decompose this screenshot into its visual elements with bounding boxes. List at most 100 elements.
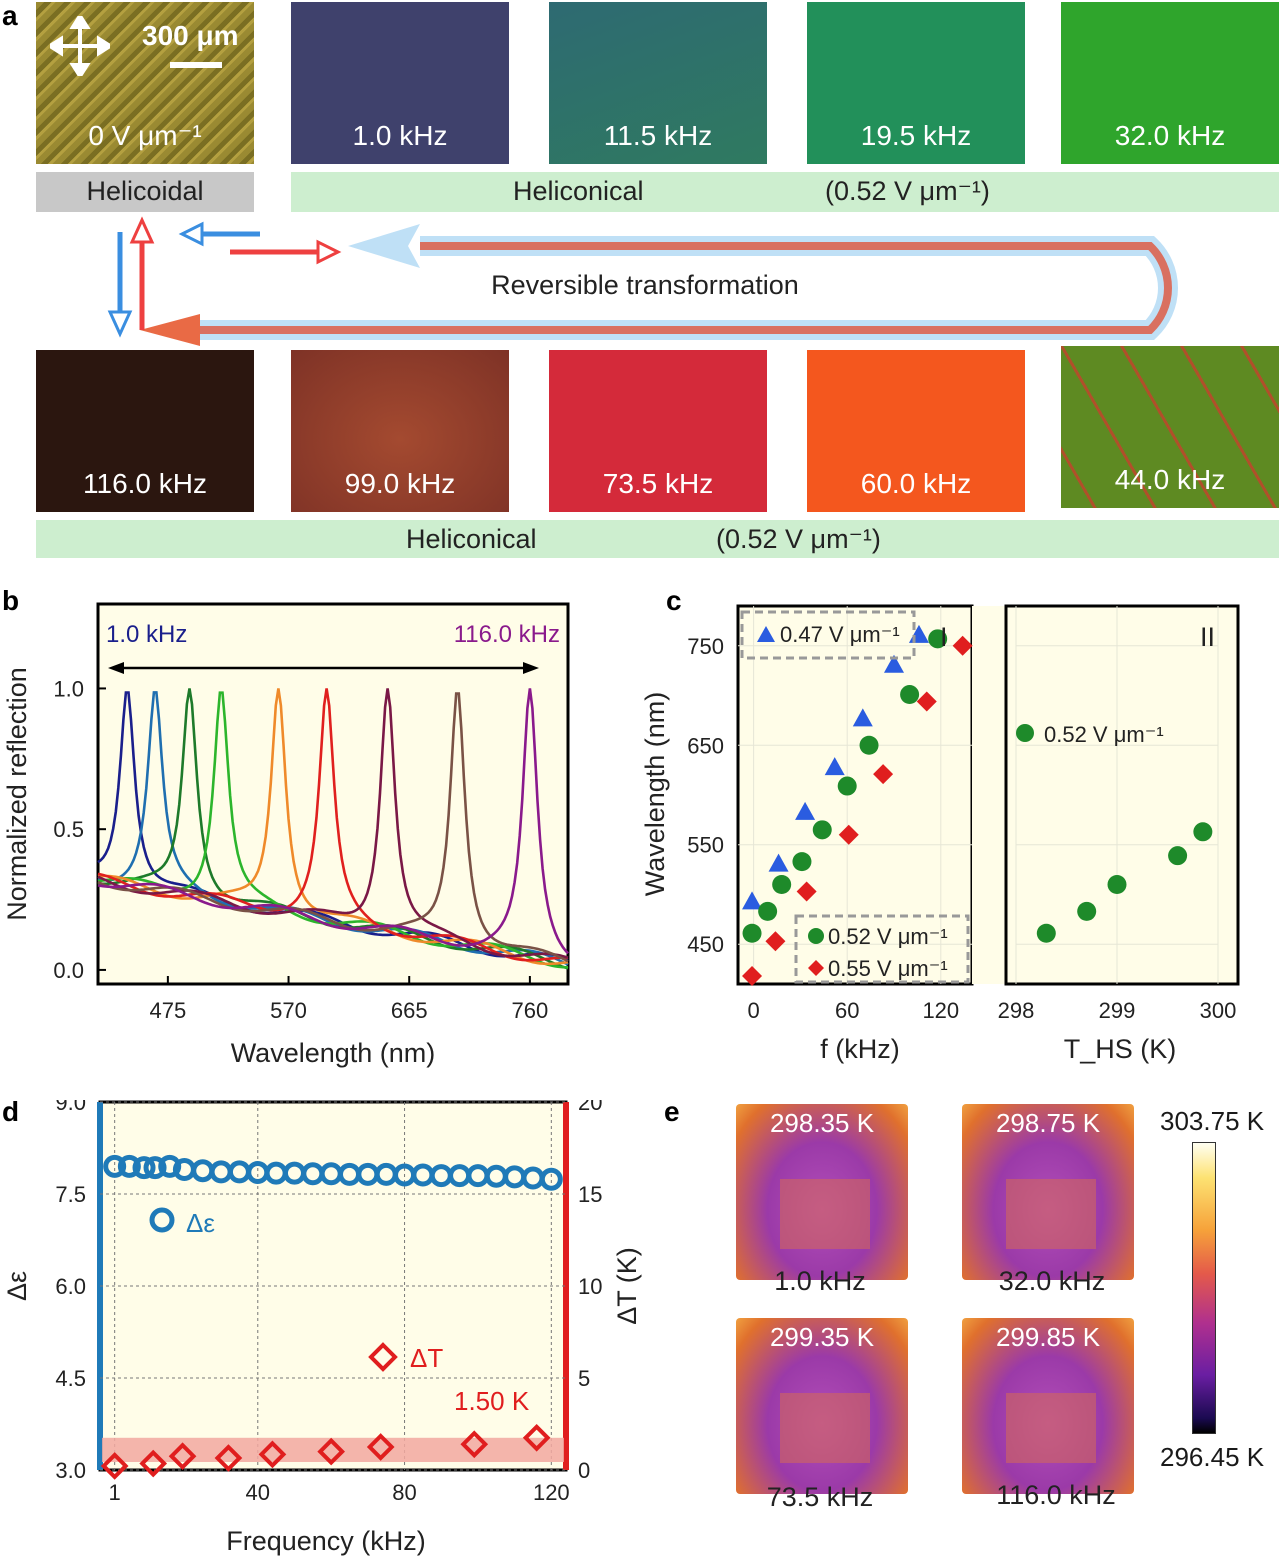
data-point: [742, 923, 762, 943]
band-heliconical-bottom: Heliconical (0.52 V μm⁻¹): [36, 520, 1279, 558]
data-point: [859, 735, 879, 755]
panel-letter-e: e: [664, 1096, 680, 1127]
micrograph-label: 1.0 kHz: [352, 120, 448, 151]
x-tick-label: 665: [391, 998, 428, 1023]
y-axis-title: Normalized reflection: [2, 667, 32, 921]
y-tick-label: 550: [687, 833, 724, 858]
data-point: [884, 654, 904, 673]
panel-letter-b: b: [2, 585, 20, 616]
data-point: [916, 691, 937, 712]
y-tick-label-left: 3.0: [55, 1458, 86, 1483]
x-tick-label: 570: [270, 998, 307, 1023]
band-field: (0.52 V μm⁻¹): [825, 176, 990, 206]
data-point: [132, 1156, 156, 1180]
transformation-arrows: Reversible transformation: [107, 216, 1178, 346]
band-label: Heliconical: [513, 176, 644, 206]
data-point: [742, 891, 763, 910]
spectrum-line: [97, 691, 569, 961]
spectrum-line: [97, 688, 569, 955]
thermal-label: 116.0 kHz: [996, 1480, 1116, 1510]
x-tick-label: 299: [1099, 998, 1136, 1023]
scale-bar-label: 300 μm: [142, 20, 239, 51]
y-tick-label-right: 0: [578, 1458, 590, 1483]
data-point: [796, 881, 817, 902]
data-point: [539, 1167, 563, 1191]
data-point: [812, 820, 832, 840]
y-tick-label-right: 20: [578, 1100, 602, 1115]
micrograph-label: 73.5 kHz: [602, 468, 714, 499]
panel-letter-a: a: [2, 0, 18, 31]
x-tick-label: 760: [512, 998, 549, 1023]
thermal-temp: 298.75 K: [995, 1108, 1101, 1138]
band-label: 1.50 K: [454, 1386, 530, 1416]
data-point: [758, 901, 778, 921]
x-tick-label: 60: [835, 998, 859, 1023]
data-point: [838, 824, 859, 845]
thermal-image-1khz: 298.35 K: [736, 1104, 908, 1280]
polarizer-cross-icon: [50, 16, 110, 76]
micrograph-1khz: 1.0 kHz: [291, 2, 509, 164]
data-point: [158, 1154, 182, 1178]
data-point: [1036, 923, 1056, 943]
micrograph-label: 116.0 kHz: [83, 468, 207, 499]
micrograph-11khz: 11.5 kHz: [549, 2, 767, 164]
data-point: [837, 776, 857, 796]
data-point: [792, 852, 812, 872]
thermal-image-32khz: 298.75 K: [962, 1104, 1134, 1280]
data-point: [1168, 846, 1188, 866]
y-tick-label: 750: [687, 634, 724, 659]
micrograph-label: 99.0 kHz: [344, 468, 456, 499]
legend-ii-052: 0.52 V μm⁻¹: [1044, 722, 1164, 747]
x-tick-label: 40: [246, 1480, 270, 1505]
data-point: [1193, 822, 1213, 842]
data-point: [460, 1430, 489, 1459]
data-point: [852, 708, 873, 727]
micrograph-label: 0 V μm⁻¹: [88, 120, 202, 151]
y-tick-label-right: 5: [578, 1366, 590, 1391]
x-tick-label: 1: [109, 1480, 121, 1505]
micrograph-label: 19.5 kHz: [860, 120, 972, 151]
x-axis-title-ii: T_HS (K): [1064, 1034, 1177, 1064]
thermal-label: 73.5 kHz: [766, 1482, 874, 1512]
micrograph-32khz: 32.0 kHz: [1061, 2, 1279, 164]
x-axis-title: Wavelength (nm): [231, 1038, 436, 1068]
annotation-high-freq: 116.0 kHz: [454, 621, 560, 648]
x-tick-label: 300: [1200, 998, 1237, 1023]
band-label: Heliconical: [406, 524, 537, 554]
transformation-label: Reversible transformation: [491, 270, 799, 300]
x-tick-label: 120: [533, 1480, 570, 1505]
region-label-ii: II: [1200, 622, 1215, 652]
data-point: [139, 1449, 168, 1478]
micrograph-116khz: 116.0 kHz: [36, 350, 254, 512]
data-point: [522, 1423, 551, 1452]
thermal-colorbar: [1192, 1142, 1216, 1434]
data-point: [928, 629, 948, 649]
data-point: [214, 1444, 243, 1472]
panel-letter-d: d: [2, 1096, 20, 1127]
wavelength-tuning-chart: 0 60 120 450 550 650 750 298 299 300 I II 0.47 V …: [640, 604, 1240, 1064]
y-tick-label: 0.5: [53, 817, 84, 842]
annotation-low-freq: 1.0 kHz: [106, 621, 187, 648]
data-point: [1077, 901, 1097, 921]
micrograph-label: 60.0 kHz: [860, 468, 972, 499]
x-axis-title: Frequency (kHz): [226, 1526, 426, 1556]
region-label-i: I: [940, 622, 948, 652]
x-tick-label: 475: [150, 998, 187, 1023]
thermal-image-116khz: 299.85 K: [962, 1318, 1134, 1494]
data-point: [317, 1437, 345, 1466]
thermal-label: 1.0 kHz: [774, 1266, 866, 1296]
data-point: [1107, 875, 1127, 895]
micrograph-label: 32.0 kHz: [1114, 120, 1226, 151]
data-point: [900, 685, 920, 705]
colorbar-min: 296.45 K: [1160, 1442, 1265, 1472]
legend-delta-epsilon: Δε: [186, 1208, 215, 1238]
y-tick-label: 0.0: [53, 958, 84, 983]
data-point: [100, 1452, 129, 1480]
data-point: [103, 1154, 127, 1178]
data-point: [824, 757, 845, 776]
y-tick-label: 450: [687, 932, 724, 957]
thermal-image-73khz: 299.35 K: [736, 1318, 908, 1494]
band-helicoidal: Helicoidal: [36, 172, 254, 212]
micrograph-60khz: 60.0 kHz: [807, 350, 1025, 512]
